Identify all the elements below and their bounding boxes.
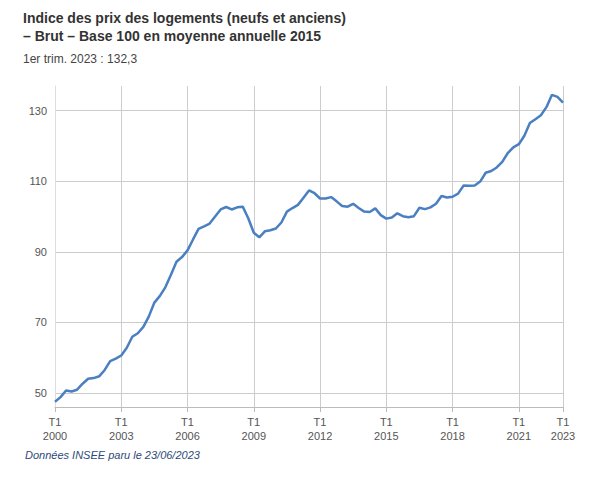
svg-text:Données INSEE paru le 23/06/20: Données INSEE paru le 23/06/2023 — [25, 449, 201, 461]
svg-text:T1: T1 — [446, 416, 459, 428]
svg-text:Indice des prix des logements: Indice des prix des logements (neufs et … — [23, 10, 350, 26]
svg-text:2000: 2000 — [43, 430, 67, 442]
svg-text:2021: 2021 — [507, 430, 531, 442]
svg-text:50: 50 — [35, 387, 47, 399]
svg-text:T1: T1 — [557, 416, 570, 428]
svg-text:90: 90 — [35, 246, 47, 258]
svg-text:T1: T1 — [181, 416, 194, 428]
svg-text:T1: T1 — [380, 416, 393, 428]
svg-text:T1: T1 — [314, 416, 327, 428]
svg-text:T1: T1 — [115, 416, 128, 428]
svg-text:70: 70 — [35, 316, 47, 328]
svg-text:2018: 2018 — [440, 430, 464, 442]
svg-text:T1: T1 — [49, 416, 62, 428]
svg-text:1er trim. 2023 : 132,3: 1er trim. 2023 : 132,3 — [23, 52, 137, 66]
svg-text:130: 130 — [29, 105, 47, 117]
svg-text:– Brut – Base 100 en moyenne a: – Brut – Base 100 en moyenne annuelle 20… — [23, 28, 321, 44]
svg-text:2003: 2003 — [109, 430, 133, 442]
svg-text:2006: 2006 — [175, 430, 199, 442]
svg-text:110: 110 — [29, 175, 47, 187]
svg-text:T1: T1 — [512, 416, 525, 428]
svg-text:2012: 2012 — [308, 430, 332, 442]
svg-text:2015: 2015 — [374, 430, 398, 442]
svg-text:T1: T1 — [247, 416, 260, 428]
svg-text:2009: 2009 — [242, 430, 266, 442]
svg-text:2023: 2023 — [551, 430, 575, 442]
